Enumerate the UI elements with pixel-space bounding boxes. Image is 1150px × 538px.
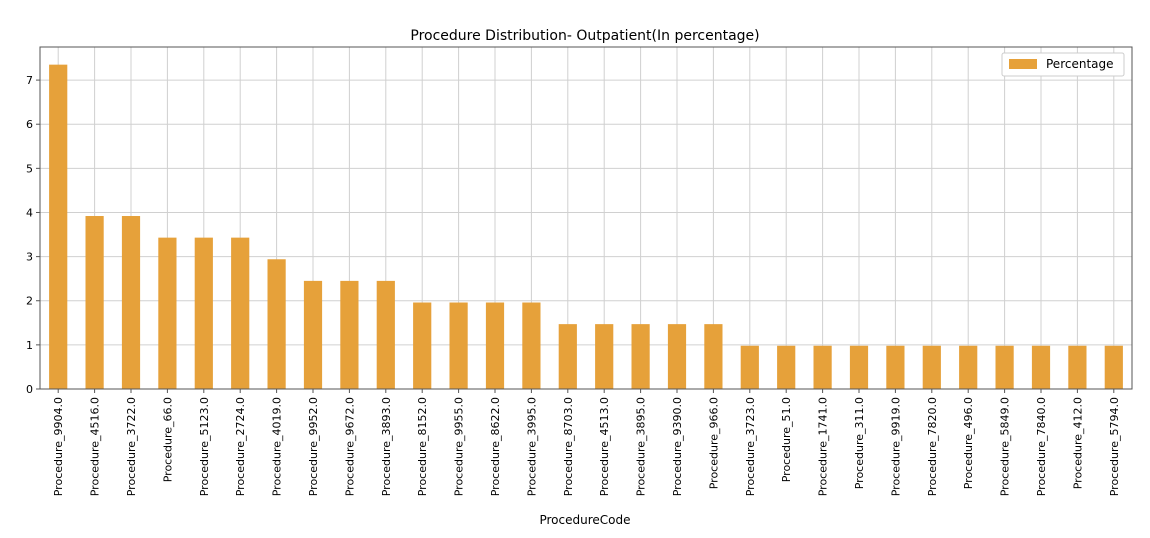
x-tick-label: Procedure_4516.0 — [89, 397, 102, 496]
y-tick-label: 3 — [26, 251, 33, 264]
y-tick-label: 6 — [26, 118, 33, 131]
bar — [849, 345, 869, 389]
legend-box — [1001, 52, 1125, 77]
y-tick-label: 0 — [26, 383, 33, 396]
x-tick-label: Procedure_5849.0 — [999, 397, 1012, 496]
x-tick-label: Procedure_3895.0 — [635, 397, 648, 496]
legend: Percentage — [1001, 52, 1125, 77]
x-tick-label: Procedure_5123.0 — [198, 397, 211, 496]
x-tick-label: Procedure_3893.0 — [380, 397, 393, 496]
x-tick-label: Procedure_9672.0 — [343, 397, 356, 496]
x-tick-label: Procedure_8703.0 — [562, 397, 575, 496]
bars — [49, 64, 1123, 389]
legend-label: Percentage — [1046, 57, 1114, 71]
bar — [485, 302, 505, 389]
x-tick-label: Procedure_9390.0 — [671, 397, 684, 496]
x-tick-label: Procedure_51.0 — [780, 397, 793, 482]
y-tick-label: 5 — [26, 162, 33, 175]
x-tick-label: Procedure_9955.0 — [453, 397, 466, 496]
x-tick-label: Procedure_311.0 — [853, 397, 866, 489]
bar — [376, 280, 395, 389]
bar — [413, 302, 432, 389]
bar — [740, 345, 759, 389]
bar — [449, 302, 468, 389]
bar — [631, 324, 650, 389]
bar — [813, 345, 832, 389]
x-tick-label: Procedure_9904.0 — [52, 397, 65, 496]
x-tick-label: Procedure_412.0 — [1071, 397, 1084, 489]
bar — [194, 237, 213, 389]
bar — [522, 302, 541, 389]
bar — [704, 324, 723, 389]
y-tick-label: 7 — [26, 74, 33, 87]
chart-title: Procedure Distribution- Outpatient(In pe… — [410, 28, 759, 44]
x-tick-label: Procedure_1741.0 — [817, 397, 830, 496]
x-tick-label: Procedure_3995.0 — [525, 397, 538, 496]
y-tick-label: 4 — [26, 206, 33, 219]
x-tick-label: Procedure_66.0 — [161, 397, 174, 482]
bar — [231, 237, 250, 389]
bar — [303, 280, 323, 389]
x-tick-label: Procedure_9952.0 — [307, 397, 320, 496]
bar — [121, 216, 141, 389]
x-axis-ticks: Procedure_9904.0 Procedure_4516.0 Procedur… — [52, 389, 1121, 496]
x-tick-label: Procedure_496.0 — [962, 397, 975, 489]
x-tick-label: Procedure_8152.0 — [416, 397, 429, 496]
bar — [777, 345, 796, 389]
bar — [922, 345, 941, 389]
bar — [558, 324, 577, 389]
bar — [1104, 345, 1123, 389]
bar — [1068, 345, 1087, 389]
x-tick-label: Procedure_4513.0 — [598, 397, 611, 496]
x-tick-label: Procedure_966.0 — [707, 397, 720, 489]
bar — [340, 280, 359, 389]
bar — [667, 324, 687, 389]
y-tick-label: 1 — [26, 339, 33, 352]
y-axis-ticks: 0 1 2 3 4 5 6 7 — [26, 74, 40, 396]
x-tick-label: Procedure_9919.0 — [889, 397, 902, 496]
x-tick-label: Procedure_4019.0 — [271, 397, 284, 496]
x-tick-label: Procedure_7840.0 — [1035, 397, 1048, 496]
x-tick-label: Procedure_3722.0 — [125, 397, 138, 496]
bar — [886, 345, 905, 389]
y-tick-label: 2 — [26, 295, 33, 308]
x-tick-label: Procedure_2724.0 — [234, 397, 247, 496]
x-tick-label: Procedure_5794.0 — [1108, 397, 1121, 496]
x-tick-label: Procedure_8622.0 — [489, 397, 502, 496]
x-tick-label: Procedure_3723.0 — [744, 397, 757, 496]
bar — [595, 324, 614, 389]
bar — [995, 345, 1014, 389]
bar — [1031, 345, 1051, 389]
bar — [49, 64, 68, 389]
x-tick-label: Procedure_7820.0 — [926, 397, 939, 496]
bar — [267, 259, 286, 389]
legend-swatch — [1009, 59, 1037, 69]
plot-frame — [39, 46, 1133, 390]
bar — [158, 237, 177, 389]
x-axis-label: ProcedureCode — [539, 513, 630, 527]
bar — [85, 216, 104, 389]
bar — [959, 345, 978, 389]
